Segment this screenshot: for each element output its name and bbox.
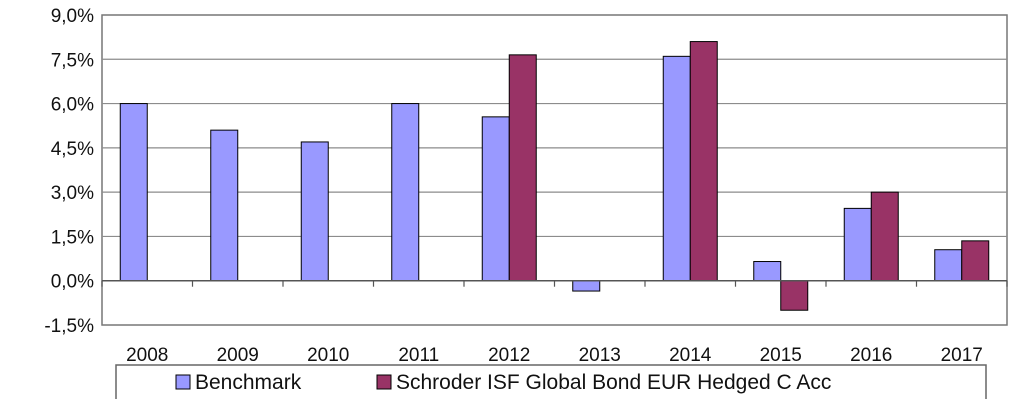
y-tick-label: -1,5% <box>44 316 94 337</box>
y-tick-label: 6,0% <box>51 95 94 116</box>
bar-benchmark <box>572 280 601 292</box>
x-tick-label: 2016 <box>850 345 892 366</box>
y-tick-label: 3,0% <box>51 183 94 204</box>
bar-benchmark <box>210 129 239 282</box>
bar-benchmark <box>843 207 872 282</box>
x-tick-label: 2013 <box>579 345 621 366</box>
bar-benchmark <box>481 116 510 282</box>
bar-schroder <box>870 191 899 282</box>
axes <box>101 279 1008 287</box>
x-tick-label: 2014 <box>669 345 712 366</box>
x-tick-label: 2015 <box>760 345 802 366</box>
y-tick-labels: -1,5% 0,0% 1,5% 3,0% 4,5% 6,0% 7,5% 9,0% <box>44 6 94 337</box>
bar-schroder <box>689 41 718 282</box>
x-tick-label: 2009 <box>217 345 259 366</box>
bar-schroder <box>961 240 990 282</box>
bar-schroder <box>508 54 537 282</box>
y-tick-label: 9,0% <box>51 6 94 27</box>
x-tick-label: 2017 <box>941 345 983 366</box>
legend-label-schroder: Schroder ISF Global Bond EUR Hedged C Ac… <box>396 371 831 394</box>
x-tick-label: 2011 <box>398 345 439 366</box>
legend-swatch-schroder <box>376 374 392 390</box>
bar-benchmark <box>300 141 329 282</box>
bars <box>119 41 990 311</box>
x-tick-label: 2008 <box>126 345 168 366</box>
bar-benchmark <box>391 103 420 282</box>
y-tick-label: 4,5% <box>51 139 94 160</box>
bar-benchmark <box>662 55 691 282</box>
x-tick-label: 2012 <box>488 345 530 366</box>
legend-box <box>115 364 987 399</box>
legend: Benchmark Schroder ISF Global Bond EUR H… <box>115 364 987 399</box>
bar-schroder <box>780 280 809 311</box>
y-tick-label: 1,5% <box>51 227 94 248</box>
bar-benchmark <box>119 103 148 282</box>
y-tick-label: 7,5% <box>51 50 94 71</box>
legend-swatch-benchmark <box>175 374 191 390</box>
legend-label-benchmark: Benchmark <box>195 371 302 394</box>
bar-benchmark <box>934 249 963 282</box>
x-tick-label: 2010 <box>307 345 349 366</box>
y-tick-label: 0,0% <box>51 272 94 293</box>
bar-benchmark <box>753 261 782 282</box>
x-tick-labels: 2008 2009 2010 2011 2012 2013 2014 2015 2016 2017 <box>126 345 983 366</box>
